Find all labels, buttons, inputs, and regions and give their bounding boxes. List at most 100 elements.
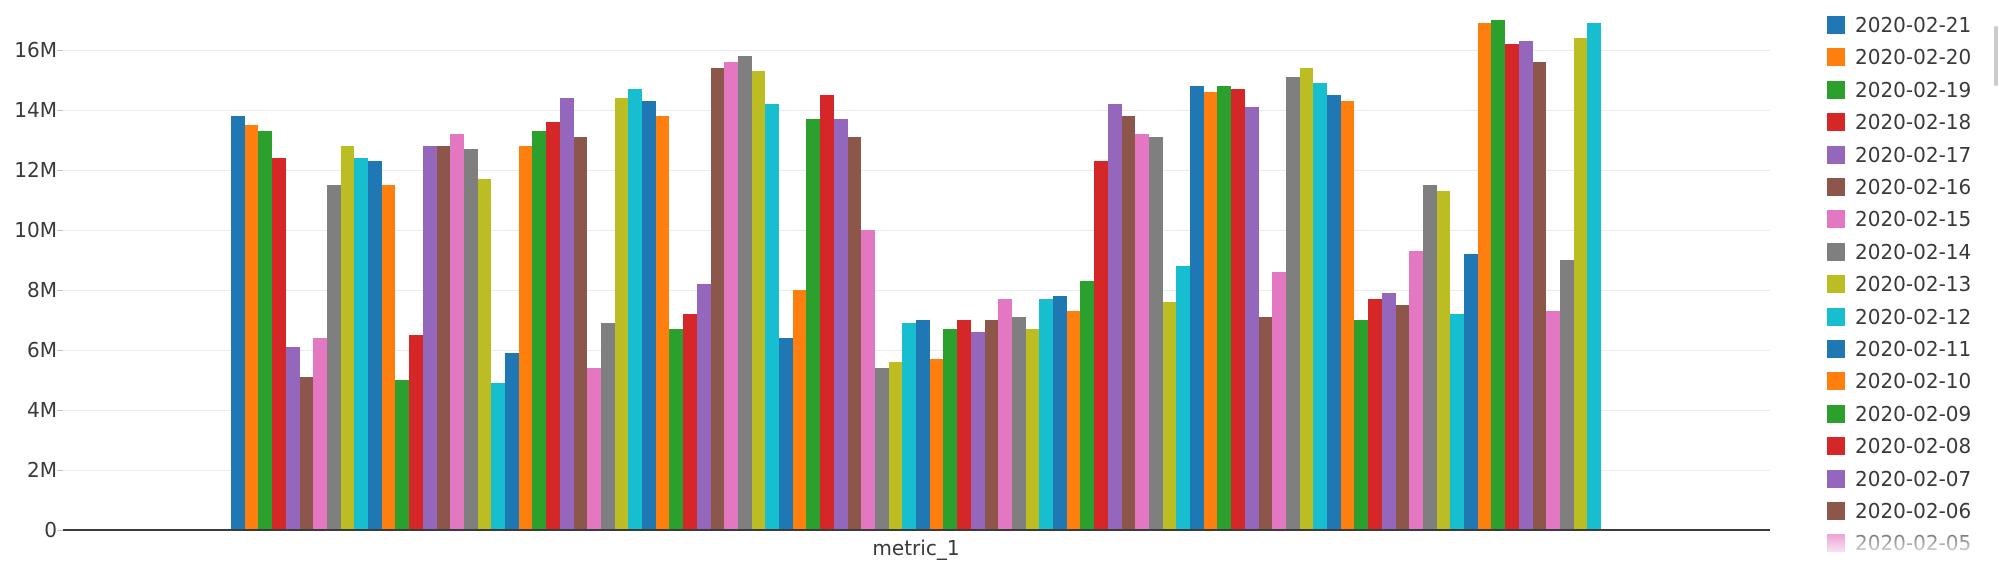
bar[interactable]	[231, 116, 245, 530]
bar[interactable]	[354, 158, 368, 530]
bar[interactable]	[1423, 185, 1437, 530]
bar[interactable]	[1026, 329, 1039, 530]
bar[interactable]	[574, 137, 587, 530]
bar[interactable]	[820, 95, 834, 530]
bar[interactable]	[437, 146, 450, 530]
bar[interactable]	[1396, 305, 1409, 530]
bar[interactable]	[1450, 314, 1464, 530]
bar[interactable]	[1341, 101, 1354, 530]
bar[interactable]	[806, 119, 820, 530]
bar[interactable]	[1574, 38, 1587, 530]
bar[interactable]	[1067, 311, 1080, 530]
legend-item[interactable]: 2020-02-19	[1827, 78, 1971, 102]
bar[interactable]	[834, 119, 848, 530]
bar[interactable]	[1368, 299, 1382, 530]
bar[interactable]	[505, 353, 519, 530]
bar[interactable]	[738, 56, 752, 530]
bar[interactable]	[1354, 320, 1368, 530]
bar[interactable]	[1053, 296, 1067, 530]
bar[interactable]	[245, 125, 258, 530]
bar[interactable]	[1300, 68, 1313, 530]
bar[interactable]	[1519, 41, 1533, 530]
bar[interactable]	[1163, 302, 1176, 530]
bar[interactable]	[916, 320, 930, 530]
bar[interactable]	[889, 362, 902, 530]
bar[interactable]	[587, 368, 601, 530]
bar[interactable]	[1560, 260, 1574, 530]
bar[interactable]	[642, 101, 656, 530]
bar[interactable]	[861, 230, 875, 530]
bar[interactable]	[957, 320, 971, 530]
bar[interactable]	[1108, 104, 1122, 530]
bar[interactable]	[1135, 134, 1149, 530]
bar[interactable]	[382, 185, 395, 530]
bar[interactable]	[656, 116, 669, 530]
bar[interactable]	[464, 149, 478, 530]
bar[interactable]	[669, 329, 683, 530]
bar[interactable]	[601, 323, 615, 530]
bar[interactable]	[1012, 317, 1026, 530]
bar[interactable]	[1409, 251, 1423, 530]
bar[interactable]	[930, 359, 943, 530]
bar[interactable]	[943, 329, 957, 530]
bar[interactable]	[1149, 137, 1163, 530]
legend-item[interactable]: 2020-02-07	[1827, 467, 1971, 491]
legend-scrollbar[interactable]	[1994, 26, 1998, 86]
bar[interactable]	[1190, 86, 1204, 530]
bar[interactable]	[286, 347, 300, 530]
bar[interactable]	[1259, 317, 1272, 530]
bar[interactable]	[697, 284, 711, 530]
bar[interactable]	[752, 71, 765, 530]
bar[interactable]	[971, 332, 985, 530]
bar[interactable]	[628, 89, 642, 530]
bar[interactable]	[724, 62, 738, 530]
bar[interactable]	[1464, 254, 1478, 530]
legend-item[interactable]: 2020-02-10	[1827, 369, 1971, 393]
bar[interactable]	[985, 320, 998, 530]
bar[interactable]	[395, 380, 409, 530]
legend-item[interactable]: 2020-02-09	[1827, 402, 1971, 426]
bar[interactable]	[1505, 44, 1519, 530]
legend-item[interactable]: 2020-02-21	[1827, 13, 1971, 37]
bar[interactable]	[1039, 299, 1053, 530]
bar[interactable]	[1286, 77, 1300, 530]
bar[interactable]	[1217, 86, 1231, 530]
bar[interactable]	[902, 323, 916, 530]
bar[interactable]	[532, 131, 546, 530]
legend-item[interactable]: 2020-02-06	[1827, 499, 1971, 523]
bar[interactable]	[1231, 89, 1245, 530]
bar[interactable]	[1533, 62, 1546, 530]
legend-item[interactable]: 2020-02-18	[1827, 110, 1971, 134]
bar[interactable]	[711, 68, 724, 530]
bar[interactable]	[341, 146, 354, 530]
bar[interactable]	[765, 104, 779, 530]
bar[interactable]	[1204, 92, 1217, 530]
bar[interactable]	[1546, 311, 1560, 530]
bar[interactable]	[779, 338, 793, 530]
legend-item[interactable]: 2020-02-17	[1827, 143, 1971, 167]
bar[interactable]	[1587, 23, 1601, 530]
legend-item[interactable]: 2020-02-15	[1827, 207, 1971, 231]
bar[interactable]	[423, 146, 437, 530]
legend-item[interactable]: 2020-02-08	[1827, 434, 1971, 458]
bar[interactable]	[1313, 83, 1327, 530]
bar[interactable]	[272, 158, 286, 530]
bar[interactable]	[848, 137, 861, 530]
legend-item[interactable]: 2020-02-14	[1827, 240, 1971, 264]
bar[interactable]	[300, 377, 313, 530]
bar[interactable]	[409, 335, 423, 530]
bar[interactable]	[368, 161, 382, 530]
bar[interactable]	[793, 290, 806, 530]
bar[interactable]	[327, 185, 341, 530]
legend-item[interactable]: 2020-02-20	[1827, 45, 1971, 69]
bar[interactable]	[615, 98, 628, 530]
bar[interactable]	[519, 146, 532, 530]
legend-item[interactable]: 2020-02-11	[1827, 337, 1971, 361]
bar[interactable]	[546, 122, 560, 530]
bar[interactable]	[1094, 161, 1108, 530]
bar[interactable]	[683, 314, 697, 530]
bar[interactable]	[1437, 191, 1450, 530]
legend-item[interactable]: 2020-02-16	[1827, 175, 1971, 199]
bar[interactable]	[1122, 116, 1135, 530]
bar[interactable]	[1382, 293, 1396, 530]
